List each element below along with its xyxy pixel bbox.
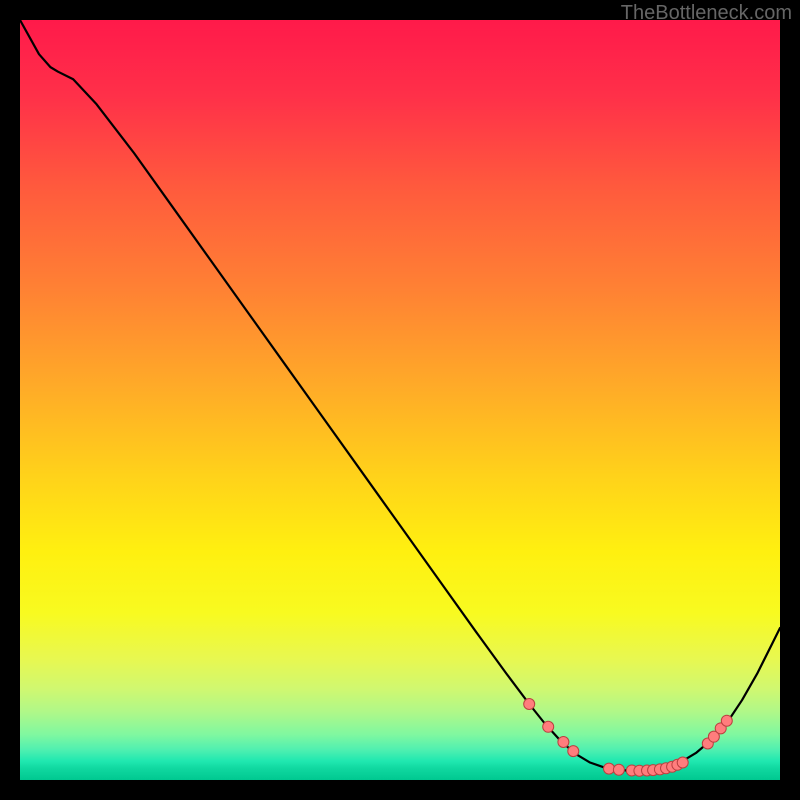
bottleneck-curve xyxy=(20,20,780,771)
watermark: TheBottleneck.com xyxy=(621,2,792,25)
curve-marker xyxy=(604,763,615,774)
chart-overlay xyxy=(20,20,780,780)
plot-area xyxy=(20,20,780,780)
curve-marker xyxy=(558,737,569,748)
curve-marker xyxy=(721,715,732,726)
curve-marker xyxy=(568,746,579,757)
curve-marker xyxy=(524,699,535,710)
curve-marker xyxy=(543,721,554,732)
curve-marker xyxy=(677,757,688,768)
curve-marker xyxy=(613,764,624,775)
curve-markers xyxy=(524,699,733,777)
